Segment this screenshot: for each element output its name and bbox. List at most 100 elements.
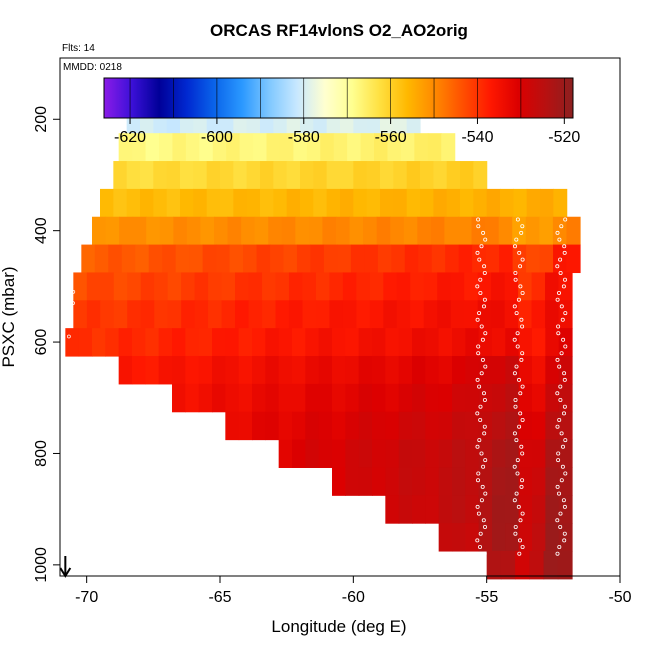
heatmap-cell [342, 300, 357, 329]
heatmap-cell [438, 328, 453, 357]
heatmap-cell [500, 550, 516, 580]
heatmap-cell [100, 272, 115, 301]
heatmap-cell [189, 244, 204, 274]
track-point [515, 471, 520, 476]
heatmap-cell [253, 133, 268, 162]
track-point [560, 317, 565, 322]
heatmap-cell [256, 244, 271, 274]
track-point [519, 357, 524, 362]
heatmap-cell [145, 355, 160, 385]
heatmap-cell [444, 216, 459, 246]
heatmap-cell [553, 244, 568, 274]
track-point [514, 237, 519, 242]
heatmap-cell [212, 383, 226, 413]
heatmap-cell [73, 300, 88, 329]
heatmap-cell [353, 188, 368, 218]
track-point [476, 511, 481, 516]
track-point [482, 551, 487, 556]
heatmap-cell [532, 495, 546, 524]
heatmap-cell [372, 383, 386, 413]
track-point [555, 264, 560, 269]
heatmap-cell [288, 272, 304, 301]
heatmap-cell [235, 272, 250, 301]
track-point [518, 411, 523, 416]
y-tick-label: 400 [33, 217, 50, 244]
track-point [561, 444, 566, 449]
heatmap-cell [73, 272, 88, 301]
heatmap-cell [452, 523, 466, 552]
heatmap-cell [452, 467, 466, 496]
heatmap-cell [238, 355, 253, 385]
heatmap-cell [140, 161, 154, 190]
track-point [478, 417, 483, 422]
heatmap-cell [380, 161, 394, 190]
heatmap-cell [492, 467, 506, 496]
track-point [482, 270, 487, 275]
heatmap-cell [465, 467, 480, 496]
heatmap-cell [532, 439, 546, 468]
heatmap-cells [65, 105, 581, 580]
heatmap-cell [180, 161, 194, 190]
heatmap-cell [86, 272, 101, 301]
heatmap-cell [345, 411, 360, 441]
track-point [562, 538, 567, 543]
heatmap-cell [193, 161, 208, 190]
heatmap-cell [78, 328, 93, 357]
track-point [482, 431, 487, 436]
heatmap-cell [438, 439, 453, 468]
track-point [481, 304, 486, 309]
heatmap-cell [318, 383, 333, 413]
heatmap-cell [332, 383, 346, 413]
heatmap-cell [252, 411, 266, 441]
track-point [514, 438, 519, 443]
track-point [476, 471, 481, 476]
x-tick-label: -55 [475, 589, 498, 606]
heatmap-cell [372, 439, 386, 468]
track-point [478, 290, 483, 295]
track-point [520, 511, 525, 516]
heatmap-cell [283, 244, 298, 274]
heatmap-cell [478, 467, 493, 496]
heatmap-cell [265, 411, 280, 441]
track-point [476, 224, 481, 229]
track-point [559, 478, 564, 483]
track-point [515, 331, 520, 336]
heatmap-cell [221, 300, 236, 329]
heatmap-cell [398, 411, 413, 441]
track-point [561, 498, 566, 503]
track-point [557, 545, 562, 550]
track-point [477, 438, 482, 443]
heatmap-cell [252, 355, 266, 385]
heatmap-cell [518, 355, 533, 385]
heatmap-cell [345, 439, 360, 468]
heatmap-cell [558, 523, 573, 552]
heatmap-cell [492, 439, 506, 468]
heatmap-cell [518, 439, 533, 468]
heatmap-cell [525, 216, 540, 246]
heatmap-cell [320, 133, 335, 162]
heatmap-cell [452, 495, 466, 524]
track-point [515, 458, 520, 463]
track-point [513, 525, 518, 530]
track-point [513, 244, 518, 249]
heatmap-cell [385, 411, 400, 441]
track-point [481, 230, 486, 235]
colorbar-tick-label: -600 [201, 129, 233, 146]
heatmap-cell [349, 216, 364, 246]
track-point [555, 424, 560, 429]
track-point [561, 284, 566, 289]
track-point [555, 357, 560, 362]
heatmap-cell [423, 272, 438, 301]
heatmap-cell [398, 495, 413, 524]
heatmap-cell [119, 216, 134, 246]
heatmap-cell [127, 300, 142, 329]
heatmap-cell [369, 300, 384, 329]
heatmap-cell [148, 244, 163, 274]
heatmap-cell [270, 244, 285, 274]
heatmap-cell [260, 188, 274, 218]
heatmap-cell [471, 216, 486, 246]
track-point [563, 311, 568, 316]
heatmap-cell [225, 355, 240, 385]
track-point [481, 391, 486, 396]
heatmap-cell [239, 133, 254, 162]
